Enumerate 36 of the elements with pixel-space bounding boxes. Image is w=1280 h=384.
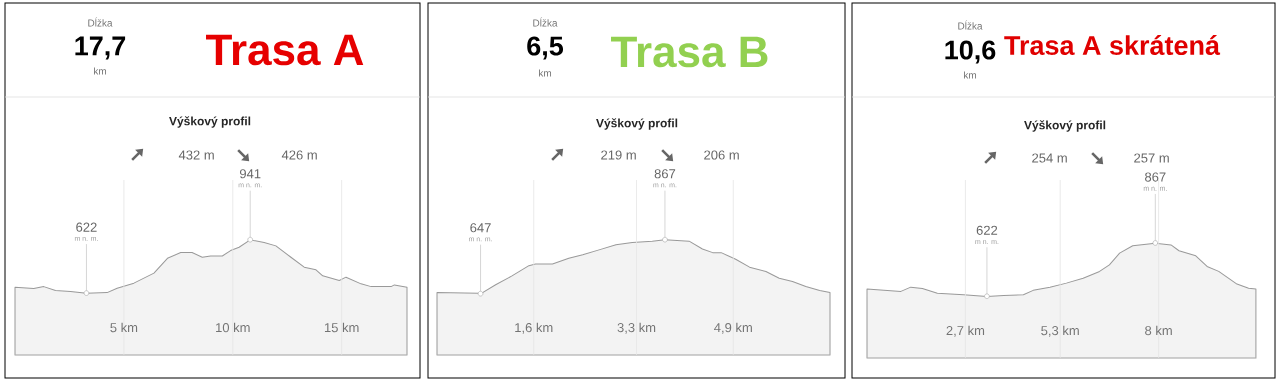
x-tick-label: 3,3 km [617,322,656,334]
chart-subtitle: Výškový profil [596,118,678,130]
annotation: 867 [1145,172,1166,182]
text: 6,5 [527,36,564,60]
x-tick-label: 8 km [1145,325,1172,336]
text: km [94,67,107,75]
chart-title: Trasa A [206,34,364,66]
x-tick-label: 10 km [216,322,250,333]
annotation: 622 [976,225,998,235]
text: 10,6 [945,40,996,64]
text: 426 m [281,150,317,160]
text: 254 m [1032,153,1067,163]
text: 219 m [601,150,636,160]
text: Dĺžka [88,17,113,27]
annotation: 941 [239,169,261,179]
annotation: 867 [654,169,676,179]
text: Dĺžka [958,20,983,30]
x-tick-label: 15 km [324,322,359,333]
text: 432 m [178,150,214,160]
chart-title: Trasa A skrátená [1004,34,1221,56]
x-tick-label: 5 km [110,322,138,333]
x-tick-label: 4,9 km [714,322,752,334]
text: 257 m [1134,153,1169,163]
text: km [539,69,552,77]
annotation: 622 [76,222,97,232]
text: 206 m [704,150,739,160]
text: 17,7 [75,36,126,60]
text: km [964,71,977,79]
x-tick-label: 1,6 km [515,322,553,334]
annotation: 647 [470,223,491,233]
chart-subtitle: Výškový profil [169,116,251,128]
chart-title: Trasa B [611,36,768,68]
chart-subtitle: Výškový profil [1024,120,1106,132]
x-tick-label: 5,3 km [1041,325,1079,337]
x-tick-label: 2,7 km [946,325,985,337]
text: Dĺžka [533,17,558,27]
